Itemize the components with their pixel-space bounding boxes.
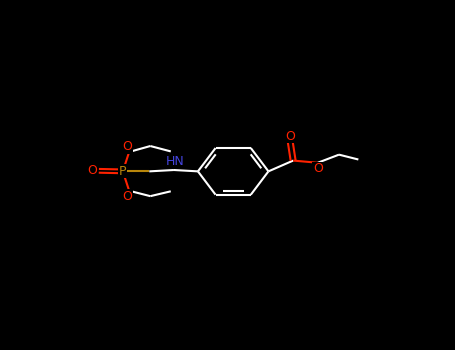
Text: O: O [87, 164, 97, 177]
Text: O: O [285, 130, 295, 143]
Text: HN: HN [165, 155, 184, 168]
Text: O: O [122, 190, 132, 203]
Text: P: P [119, 165, 126, 178]
Text: O: O [122, 140, 132, 153]
Text: O: O [313, 162, 323, 175]
